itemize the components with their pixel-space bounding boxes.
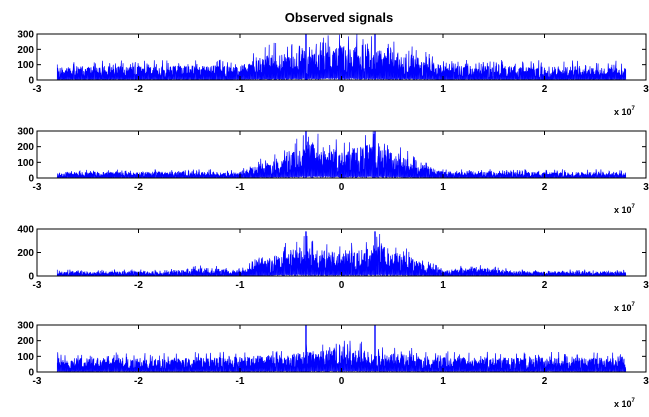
x-tick-label: 3 <box>643 182 649 193</box>
y-tick-label: 100 <box>17 352 34 363</box>
x-tick-label: 1 <box>440 182 446 193</box>
signal-trace-1 <box>56 34 627 80</box>
figure-title: Observed signals <box>285 10 393 25</box>
x-tick-label: 2 <box>542 280 548 291</box>
y-tick-label: 0 <box>28 368 34 379</box>
subplot-1: -3 -2 -1 0 1 2 3 0 100 200 300 x 107 <box>17 30 649 118</box>
x-exponent-label: x 107 <box>614 398 636 409</box>
x-tick-label: 0 <box>339 280 345 291</box>
x-tick-label: -1 <box>236 84 245 95</box>
x-tick-label: 3 <box>643 376 649 387</box>
x-tick-label: -2 <box>134 84 143 95</box>
x-tick-label: -3 <box>33 84 42 95</box>
y-tick-label: 400 <box>17 225 34 236</box>
x-exponent-label: x 107 <box>614 302 636 313</box>
x-tick-label: -1 <box>236 280 245 291</box>
subplot-2: -3 -2 -1 0 1 2 3 0 100 200 300 x 107 <box>17 127 649 216</box>
x-tick-label: 2 <box>542 182 548 193</box>
signal-trace-3 <box>56 233 627 276</box>
x-tick-label: 0 <box>339 182 345 193</box>
x-tick-label: 0 <box>339 84 345 95</box>
y-tick-label: 0 <box>28 174 34 185</box>
y-tick-label: 200 <box>17 45 34 56</box>
x-tick-label: 2 <box>542 84 548 95</box>
x-exponent-label: x 107 <box>614 106 636 117</box>
x-exponent-label: x 107 <box>614 204 636 215</box>
x-tick-label: 2 <box>542 376 548 387</box>
x-tick-label: -2 <box>134 182 143 193</box>
y-tick-label: 100 <box>17 60 34 71</box>
y-tick-label: 0 <box>28 76 34 87</box>
x-tick-label: -2 <box>134 376 143 387</box>
x-tick-label: -3 <box>33 280 42 291</box>
x-tick-label: 0 <box>339 376 345 387</box>
y-tick-label: 300 <box>17 127 34 138</box>
y-tick-label: 200 <box>17 142 34 153</box>
subplot-3: -3 -2 -1 0 1 2 3 0 200 400 x 107 <box>17 225 649 314</box>
x-tick-label: -1 <box>236 182 245 193</box>
x-tick-label: -3 <box>33 376 42 387</box>
x-tick-label: 3 <box>643 84 649 95</box>
x-tick-label: 3 <box>643 280 649 291</box>
x-tick-label: 1 <box>440 376 446 387</box>
signal-trace-4 <box>56 340 627 372</box>
y-tick-label: 200 <box>17 248 34 259</box>
subplot-4: -3 -2 -1 0 1 2 3 0 100 200 300 x 107 <box>17 321 649 410</box>
y-tick-label: 100 <box>17 158 34 169</box>
x-tick-label: 1 <box>440 280 446 291</box>
y-tick-label: 300 <box>17 321 34 332</box>
x-tick-label: 1 <box>440 84 446 95</box>
y-tick-label: 300 <box>17 30 34 41</box>
y-tick-label: 200 <box>17 336 34 347</box>
x-tick-label: -3 <box>33 182 42 193</box>
signal-trace-2 <box>56 131 627 178</box>
y-tick-label: 0 <box>28 272 34 283</box>
x-tick-label: -2 <box>134 280 143 291</box>
x-tick-label: -1 <box>236 376 245 387</box>
